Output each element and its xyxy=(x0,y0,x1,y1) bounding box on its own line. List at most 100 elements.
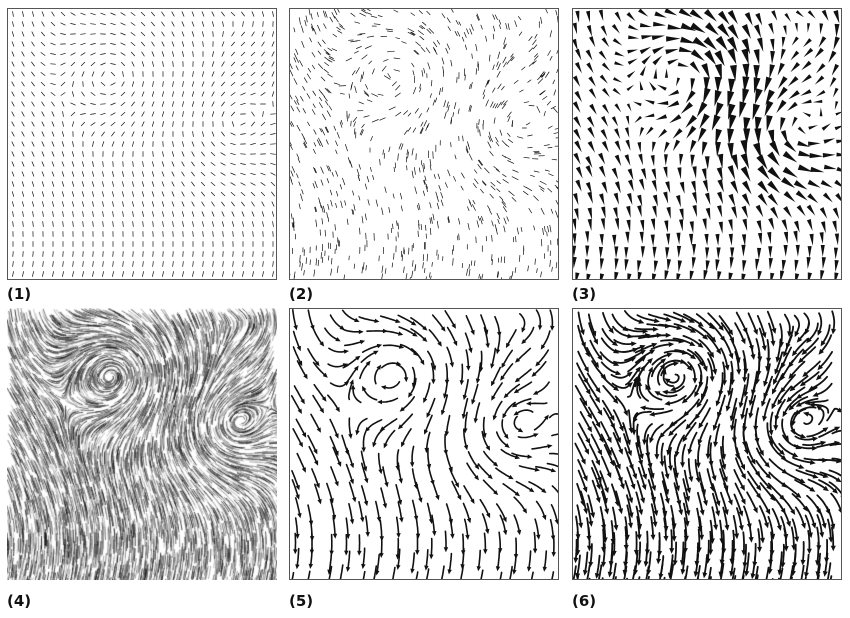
wedge-glyph xyxy=(714,63,722,80)
streamlet xyxy=(576,575,580,580)
streamlet xyxy=(734,350,740,371)
wedge-glyph xyxy=(601,62,611,72)
streamlet xyxy=(466,462,477,478)
field-arrow xyxy=(92,271,94,277)
field-arrow xyxy=(50,21,56,27)
wedge-glyph xyxy=(599,258,604,271)
streamlet xyxy=(682,478,689,498)
field-arrow xyxy=(110,43,116,45)
streamlet-arrowhead xyxy=(715,500,721,507)
streamlet xyxy=(807,529,811,550)
streamlet xyxy=(662,421,678,435)
wedge-glyph xyxy=(717,271,722,280)
field-arrow xyxy=(492,103,496,109)
field-arrow xyxy=(132,201,134,207)
field-arrow xyxy=(507,138,514,143)
field-arrow xyxy=(307,121,310,127)
field-arrow xyxy=(62,271,64,277)
wedge-glyph xyxy=(716,247,721,260)
streamlet-arrowhead xyxy=(652,521,658,528)
field-arrow xyxy=(396,220,398,226)
field-arrow xyxy=(250,92,256,96)
wedge-glyph xyxy=(614,103,622,113)
streamlet xyxy=(329,435,338,453)
streamlet xyxy=(734,482,744,501)
streamlet-arrowhead xyxy=(606,437,612,444)
field-arrow xyxy=(311,64,316,70)
streamlet-arrowhead xyxy=(790,509,796,515)
field-arrow xyxy=(60,62,66,66)
streamlet xyxy=(603,444,613,463)
wedge-glyph xyxy=(769,64,775,79)
field-arrow xyxy=(323,68,329,74)
field-arrow xyxy=(251,11,255,17)
streamlet-arrowhead xyxy=(699,534,705,541)
streamlet-arrowhead xyxy=(822,570,828,577)
field-arrow xyxy=(436,40,440,45)
field-arrow xyxy=(41,191,45,197)
streamlet-arrowhead xyxy=(501,362,506,369)
field-arrow xyxy=(330,268,333,276)
streamlet xyxy=(697,491,704,512)
streamlet-arrowhead xyxy=(690,354,697,360)
field-arrow xyxy=(499,196,504,201)
field-arrow xyxy=(242,271,244,277)
field-arrow xyxy=(11,81,15,87)
streamlet-arrowhead xyxy=(817,329,822,336)
wedge-glyph xyxy=(781,219,788,232)
field-arrow xyxy=(142,141,144,147)
streamlet xyxy=(782,359,794,377)
field-arrow xyxy=(21,161,25,167)
field-arrow xyxy=(476,220,480,228)
field-arrow xyxy=(32,211,34,217)
streamlet-arrowhead xyxy=(534,467,540,472)
streamlet-arrowhead xyxy=(364,478,369,484)
streamlet xyxy=(706,468,714,488)
streamlet-arrowhead xyxy=(812,445,818,451)
field-arrow xyxy=(540,207,545,215)
streamlet xyxy=(803,413,814,426)
field-arrow xyxy=(81,91,85,97)
streamlet xyxy=(348,503,353,521)
streamlet-arrowhead xyxy=(680,462,685,468)
streamlet xyxy=(643,423,653,441)
field-arrow xyxy=(272,271,274,277)
streamlet-arrowhead xyxy=(410,568,415,574)
field-arrow xyxy=(470,23,474,31)
field-arrow xyxy=(502,174,507,178)
streamlet xyxy=(720,322,733,339)
streamlet xyxy=(779,551,783,571)
streamlet-arrowhead xyxy=(444,431,450,437)
field-arrow xyxy=(270,172,276,176)
streamlet-arrowhead xyxy=(773,378,778,385)
streamlet-arrowhead xyxy=(809,402,815,408)
streamlet xyxy=(535,500,545,517)
field-arrow xyxy=(336,26,341,31)
streamlet-arrowhead xyxy=(505,342,511,349)
field-arrow xyxy=(327,203,330,211)
streamlet-arrowhead xyxy=(818,348,824,355)
field-arrow xyxy=(351,70,356,76)
field-arrow xyxy=(21,121,25,127)
streamlet xyxy=(624,351,643,362)
streamlet-arrowhead xyxy=(765,473,772,479)
streamlet-arrowhead xyxy=(819,532,825,538)
field-arrow xyxy=(50,53,56,55)
streamlet-arrowhead xyxy=(363,500,369,507)
streamlet-arrowhead xyxy=(426,412,431,418)
streamlet xyxy=(789,565,794,580)
field-arrow xyxy=(446,43,451,50)
streamlet xyxy=(807,478,826,489)
field-arrow xyxy=(357,176,360,182)
streamlet-arrowhead xyxy=(513,411,519,416)
field-arrow xyxy=(301,25,304,33)
field-arrow xyxy=(31,31,35,37)
wedge-glyph xyxy=(651,180,657,192)
wedge-glyph xyxy=(587,218,592,231)
wedge-glyph xyxy=(821,9,829,22)
wedge-glyph xyxy=(768,217,775,231)
streamlet xyxy=(687,325,705,337)
streamlet-arrowhead xyxy=(383,443,388,449)
streamlet-arrowhead xyxy=(521,327,526,333)
field-arrow xyxy=(201,101,205,107)
